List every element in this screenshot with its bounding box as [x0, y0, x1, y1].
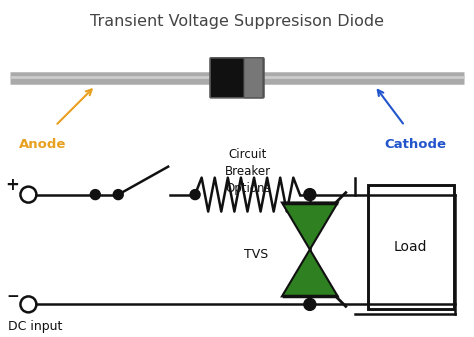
Text: Anode: Anode	[18, 138, 66, 151]
Circle shape	[304, 189, 316, 201]
Text: Circuit
Breaker
Options: Circuit Breaker Options	[225, 148, 271, 195]
Text: −: −	[6, 289, 19, 304]
FancyBboxPatch shape	[244, 58, 263, 98]
Polygon shape	[282, 203, 338, 249]
Text: DC input: DC input	[9, 320, 63, 333]
Text: Cathode: Cathode	[385, 138, 447, 151]
Circle shape	[304, 298, 316, 310]
Circle shape	[113, 190, 123, 200]
Circle shape	[90, 190, 100, 200]
Circle shape	[190, 190, 200, 200]
Bar	[368, 185, 454, 309]
Text: Load: Load	[394, 240, 428, 254]
Text: TVS: TVS	[244, 248, 268, 261]
FancyBboxPatch shape	[210, 58, 264, 98]
Text: Transient Voltage Suppresison Diode: Transient Voltage Suppresison Diode	[90, 14, 384, 29]
Polygon shape	[282, 249, 338, 297]
Text: +: +	[6, 176, 19, 194]
